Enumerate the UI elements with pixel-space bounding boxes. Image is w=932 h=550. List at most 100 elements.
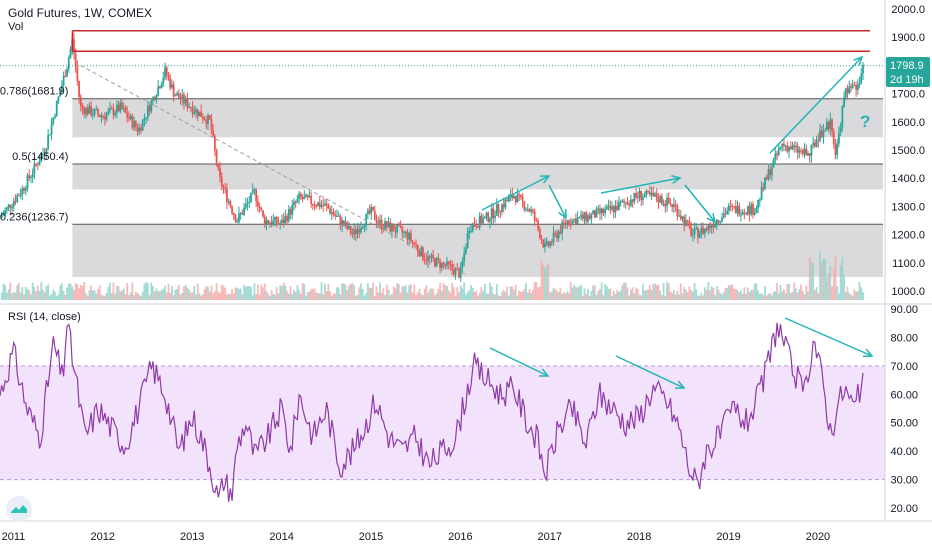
candle-body [16,195,19,202]
volume-bar [109,282,111,300]
volume-bar [54,291,56,300]
volume-bar [146,283,149,300]
volume-bar [282,282,285,300]
candle-body [188,107,191,109]
candle-body [628,204,631,206]
candle-body [428,256,431,258]
volume-bar [547,263,550,300]
volume-bar [19,292,22,300]
price-axis[interactable]: 2000.01900.01800.01700.01600.01500.01400… [891,4,925,298]
candle-body [55,101,58,116]
volume-bar [226,294,228,300]
volume-bar [306,291,309,300]
candle-body [834,144,837,155]
volume-bar [42,289,44,300]
candle-body [341,220,344,226]
candle-body [229,201,232,207]
candle-body [413,241,416,245]
volume-bar [545,265,548,300]
candle-body [226,189,228,203]
volume-bar [437,288,440,300]
volume-bar [157,291,160,300]
tradingview-logo-icon[interactable] [6,496,32,522]
candle-body [827,121,830,130]
candle-body [348,225,350,229]
volume-bar [647,289,650,300]
candle-body [269,222,271,224]
volume-bar [346,290,349,300]
candle-body [384,221,386,229]
candle-body [738,205,741,215]
volume-bar [275,287,278,300]
candle-body [73,39,75,54]
volume-bar [473,292,476,300]
volume-bar [389,295,392,300]
candle-body [28,175,31,179]
volume-bar [62,290,65,300]
candle-body [406,231,409,240]
candle-body [752,204,754,215]
volume-bar [320,282,323,300]
candle-body [846,88,849,94]
candle-body [702,227,705,234]
price-tick-label: 1400.0 [891,173,925,185]
chart-title: Gold Futures, 1W, COMEX [8,6,153,20]
volume-bar [717,289,720,300]
candle-body [810,144,813,156]
volume-bar [172,295,175,300]
fib-label-2: 0.236(1236.7) [0,211,68,223]
volume-bar [140,295,142,300]
candle-body [136,127,139,132]
candle-body [843,97,845,107]
volume-bar [336,287,338,300]
volume-bar [248,286,251,300]
candle-body [712,225,715,228]
candle-body [239,213,242,215]
rsi-axis[interactable]: 90.00 80.00 70.00 60.00 50.00 40.00 30.00 20.00 [890,304,918,515]
candle-body [662,203,665,205]
volume-bar [499,295,502,300]
volume-bar [332,293,335,300]
candle-body [140,127,142,131]
candle-body [317,202,319,207]
candle-body [605,206,608,210]
time-axis[interactable]: 2011 2012 2013 2014 2015 2016 2017 2018 2019 2020 [2,531,831,543]
volume-bar [293,290,295,300]
candle-body [416,245,419,252]
volume-bar [655,285,658,300]
candle-body [397,225,400,227]
volume-bar [521,291,524,300]
volume-bar [348,285,350,300]
volume-bar [492,293,495,300]
candle-body [256,201,259,207]
volume-bar [767,293,770,300]
candle-body [454,268,457,275]
candle-body [521,196,524,202]
candle-body [784,145,787,147]
candle-body [776,153,778,155]
candle-body [114,112,117,116]
volume-bar [387,289,390,300]
volume-bar [636,289,639,300]
candle-body [284,215,287,223]
candle-body [480,215,483,224]
candle-body [440,262,443,268]
candle-body [547,241,550,246]
candle-body [691,234,694,236]
candle-body [12,201,15,207]
candle-body [648,192,651,195]
candle-body [807,153,809,156]
candle-body [86,107,89,114]
volume-bar [148,295,151,300]
volume-bar [234,287,237,300]
volume-bar [428,289,431,300]
volume-bar [628,295,631,300]
candle-body [262,210,264,217]
volume-bar [153,291,156,300]
volume-bar [57,294,60,300]
volume-bar [21,286,24,300]
volume-bar [423,288,426,300]
volume-bar [772,291,775,300]
fib-labels: 0.786(1681.9) 0.5(1450.4) 0.236(1236.7) [0,86,68,224]
volume-bar [427,292,429,300]
